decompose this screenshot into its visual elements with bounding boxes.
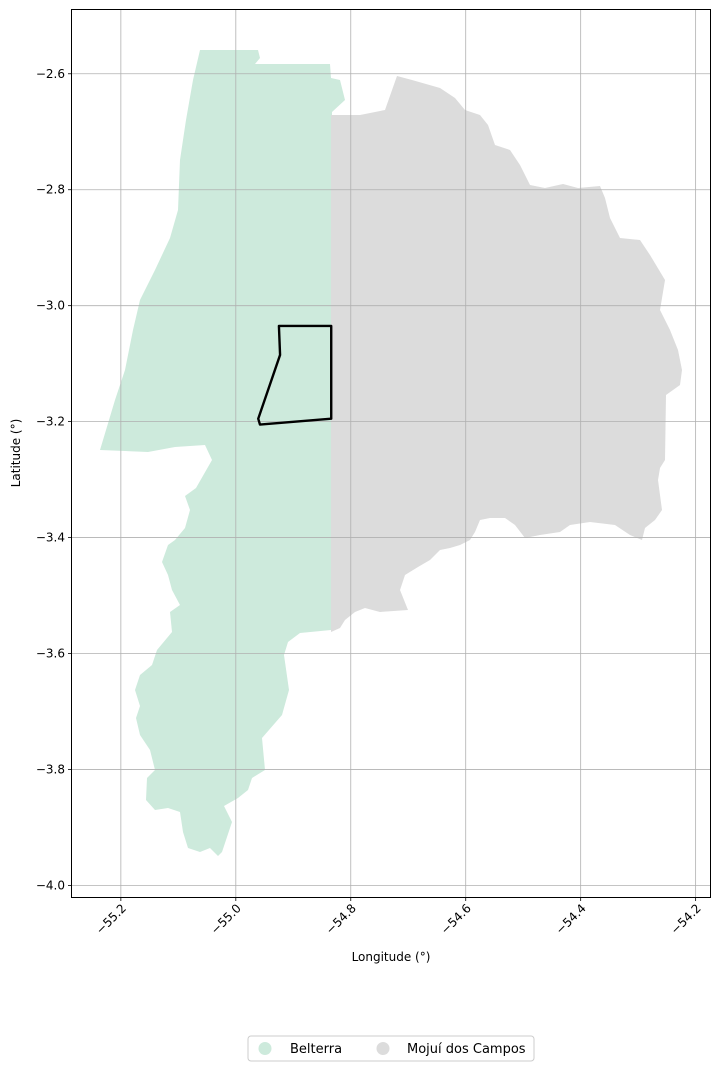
y-axis-ticks: −2.6 −2.8 −3.0 −3.2 −3.4 −3.6 −3.8 −4.0	[36, 67, 72, 892]
x-axis-label: Longitude (°)	[352, 950, 431, 964]
x-tick-label: −54.4	[553, 901, 589, 937]
y-tick-label: −4.0	[36, 878, 65, 892]
x-tick-label: −54.2	[668, 901, 704, 937]
region-mojui-dos-campos	[331, 76, 682, 632]
x-axis-ticks: −55.2 −55.0 −54.8 −54.6 −54.4 −54.2	[93, 897, 704, 937]
legend-marker-belterra	[258, 1042, 272, 1055]
highlight-layer	[257, 324, 333, 426]
legend-frame	[247, 1035, 535, 1062]
legend: Belterra Mojuí dos Campos	[247, 1035, 535, 1062]
region-belterra	[100, 50, 345, 856]
y-tick-label: −3.8	[36, 762, 65, 776]
y-tick-label: −2.8	[36, 183, 65, 197]
y-tick-label: −3.4	[36, 531, 65, 545]
legend-label-mojui-dos-campos: Mojuí dos Campos	[407, 1042, 526, 1057]
x-tick-label: −55.2	[93, 901, 129, 937]
y-tick-label: −3.0	[36, 299, 65, 313]
y-tick-label: −3.6	[36, 647, 65, 661]
plot-frame	[71, 9, 711, 898]
x-tick-label: −54.8	[323, 901, 359, 937]
grid-layer	[72, 10, 710, 897]
y-axis-label: Latitude (°)	[9, 419, 23, 488]
y-tick-label: −2.6	[36, 67, 65, 81]
highlight-polygon	[257, 324, 333, 426]
y-tick-label: −3.2	[36, 415, 65, 429]
x-tick-label: −55.0	[208, 901, 244, 937]
legend-marker-mojui-dos-campos	[376, 1042, 390, 1055]
x-tick-label: −54.6	[438, 901, 474, 937]
regions-layer	[100, 50, 682, 856]
legend-label-belterra: Belterra	[290, 1042, 342, 1057]
